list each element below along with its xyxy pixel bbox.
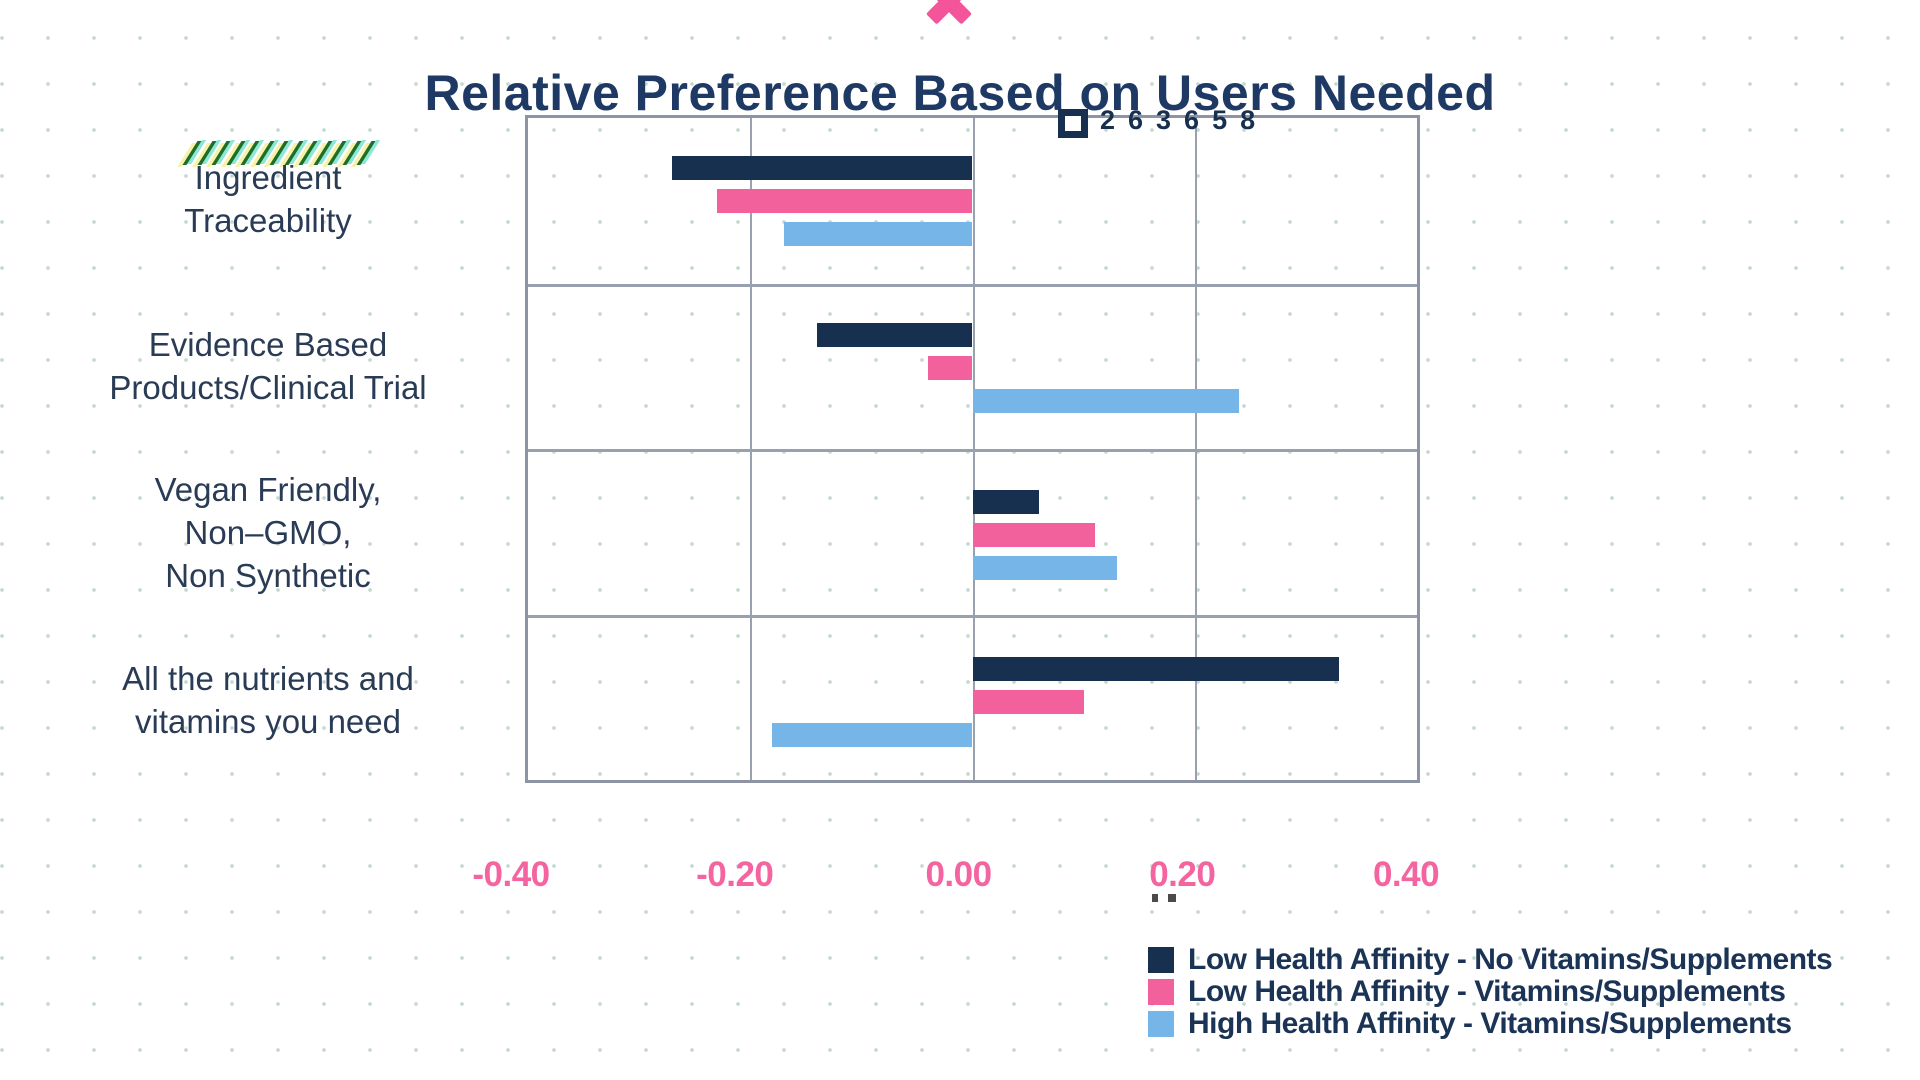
bar-group bbox=[528, 619, 1417, 786]
legend-item: High Health Affinity - Vitamins/Suppleme… bbox=[1148, 1007, 1832, 1040]
category-label-line: Ingredient bbox=[194, 158, 342, 196]
bar-positive bbox=[972, 690, 1084, 714]
category-label-line: Non Synthetic bbox=[165, 557, 371, 594]
category-label-line: Evidence Based bbox=[148, 325, 388, 363]
plot-area: 263658 bbox=[525, 105, 1420, 783]
bar-positive bbox=[972, 523, 1095, 547]
legend-swatch bbox=[1148, 979, 1174, 1005]
legend-item: Low Health Affinity - No Vitamins/Supple… bbox=[1148, 943, 1833, 976]
square-marker-icon bbox=[1058, 109, 1088, 138]
category-label: Evidence Based Products/Clinical Trial bbox=[36, 282, 500, 449]
bar-group bbox=[528, 452, 1417, 619]
bar-negative bbox=[772, 723, 973, 747]
legend-item: Low Health Affinity - Vitamins/Supplemen… bbox=[1148, 975, 1832, 1008]
bar-negative bbox=[783, 222, 973, 246]
bar-positive bbox=[972, 389, 1240, 413]
category-label-line: Vegan Friendly, bbox=[154, 471, 382, 508]
pink-x-icon bbox=[922, 0, 974, 25]
legend-label: Low Health Affinity - No Vitamins/Supple… bbox=[1188, 943, 1833, 976]
category-label: Vegan Friendly, Non–GMO, Non Synthetic bbox=[36, 449, 500, 616]
category-labels: Ingredient Traceability Evidence Based Prod… bbox=[36, 115, 500, 783]
bar-group bbox=[528, 118, 1417, 285]
smudge-artifact bbox=[1152, 894, 1176, 902]
x-tick-label: -0.20 bbox=[696, 855, 774, 894]
x-tick-label: 0.20 bbox=[1149, 855, 1216, 894]
x-tick-label: 0.40 bbox=[1372, 855, 1440, 894]
bar-group bbox=[528, 285, 1417, 452]
x-tick-label: -0.40 bbox=[472, 855, 550, 894]
bar-positive bbox=[972, 657, 1340, 681]
x-tick-label: 0.00 bbox=[925, 855, 992, 894]
bar-positive bbox=[972, 556, 1117, 580]
legend-swatch bbox=[1148, 1011, 1174, 1037]
overlay-number: 263658 bbox=[1100, 105, 1269, 135]
bar-negative bbox=[928, 356, 973, 380]
gridline-horizontal bbox=[528, 283, 1417, 287]
gridline-horizontal bbox=[528, 449, 1417, 452]
category-label-line: Products/Clinical Trial bbox=[109, 368, 427, 406]
bar-negative bbox=[816, 323, 973, 347]
bar-positive bbox=[972, 490, 1040, 514]
bar-rows bbox=[528, 118, 1417, 780]
category-label: Ingredient Traceability bbox=[36, 115, 500, 282]
x-axis-ticks: -0.40 -0.20 0.00 0.20 0.40 bbox=[472, 855, 1439, 915]
category-label-line: vitamins you need bbox=[135, 702, 401, 740]
chart-title: Relative Preference Based on Users Neede… bbox=[424, 64, 1496, 121]
category-label-line: Non–GMO, bbox=[184, 514, 352, 551]
gridline-horizontal bbox=[528, 614, 1417, 618]
legend-label: Low Health Affinity - Vitamins/Supplemen… bbox=[1188, 975, 1786, 1008]
category-label-line: All the nutrients and bbox=[122, 659, 414, 697]
legend-label: High Health Affinity - Vitamins/Suppleme… bbox=[1188, 1007, 1792, 1040]
legend-swatch bbox=[1148, 947, 1174, 973]
legend: Low Health Affinity - No Vitamins/Supple… bbox=[1148, 943, 1833, 1040]
bar-negative bbox=[672, 156, 973, 180]
category-label: All the nutrients and vitamins you need bbox=[36, 616, 500, 783]
bar-negative bbox=[716, 189, 973, 213]
category-label-line: Traceability bbox=[184, 201, 352, 239]
